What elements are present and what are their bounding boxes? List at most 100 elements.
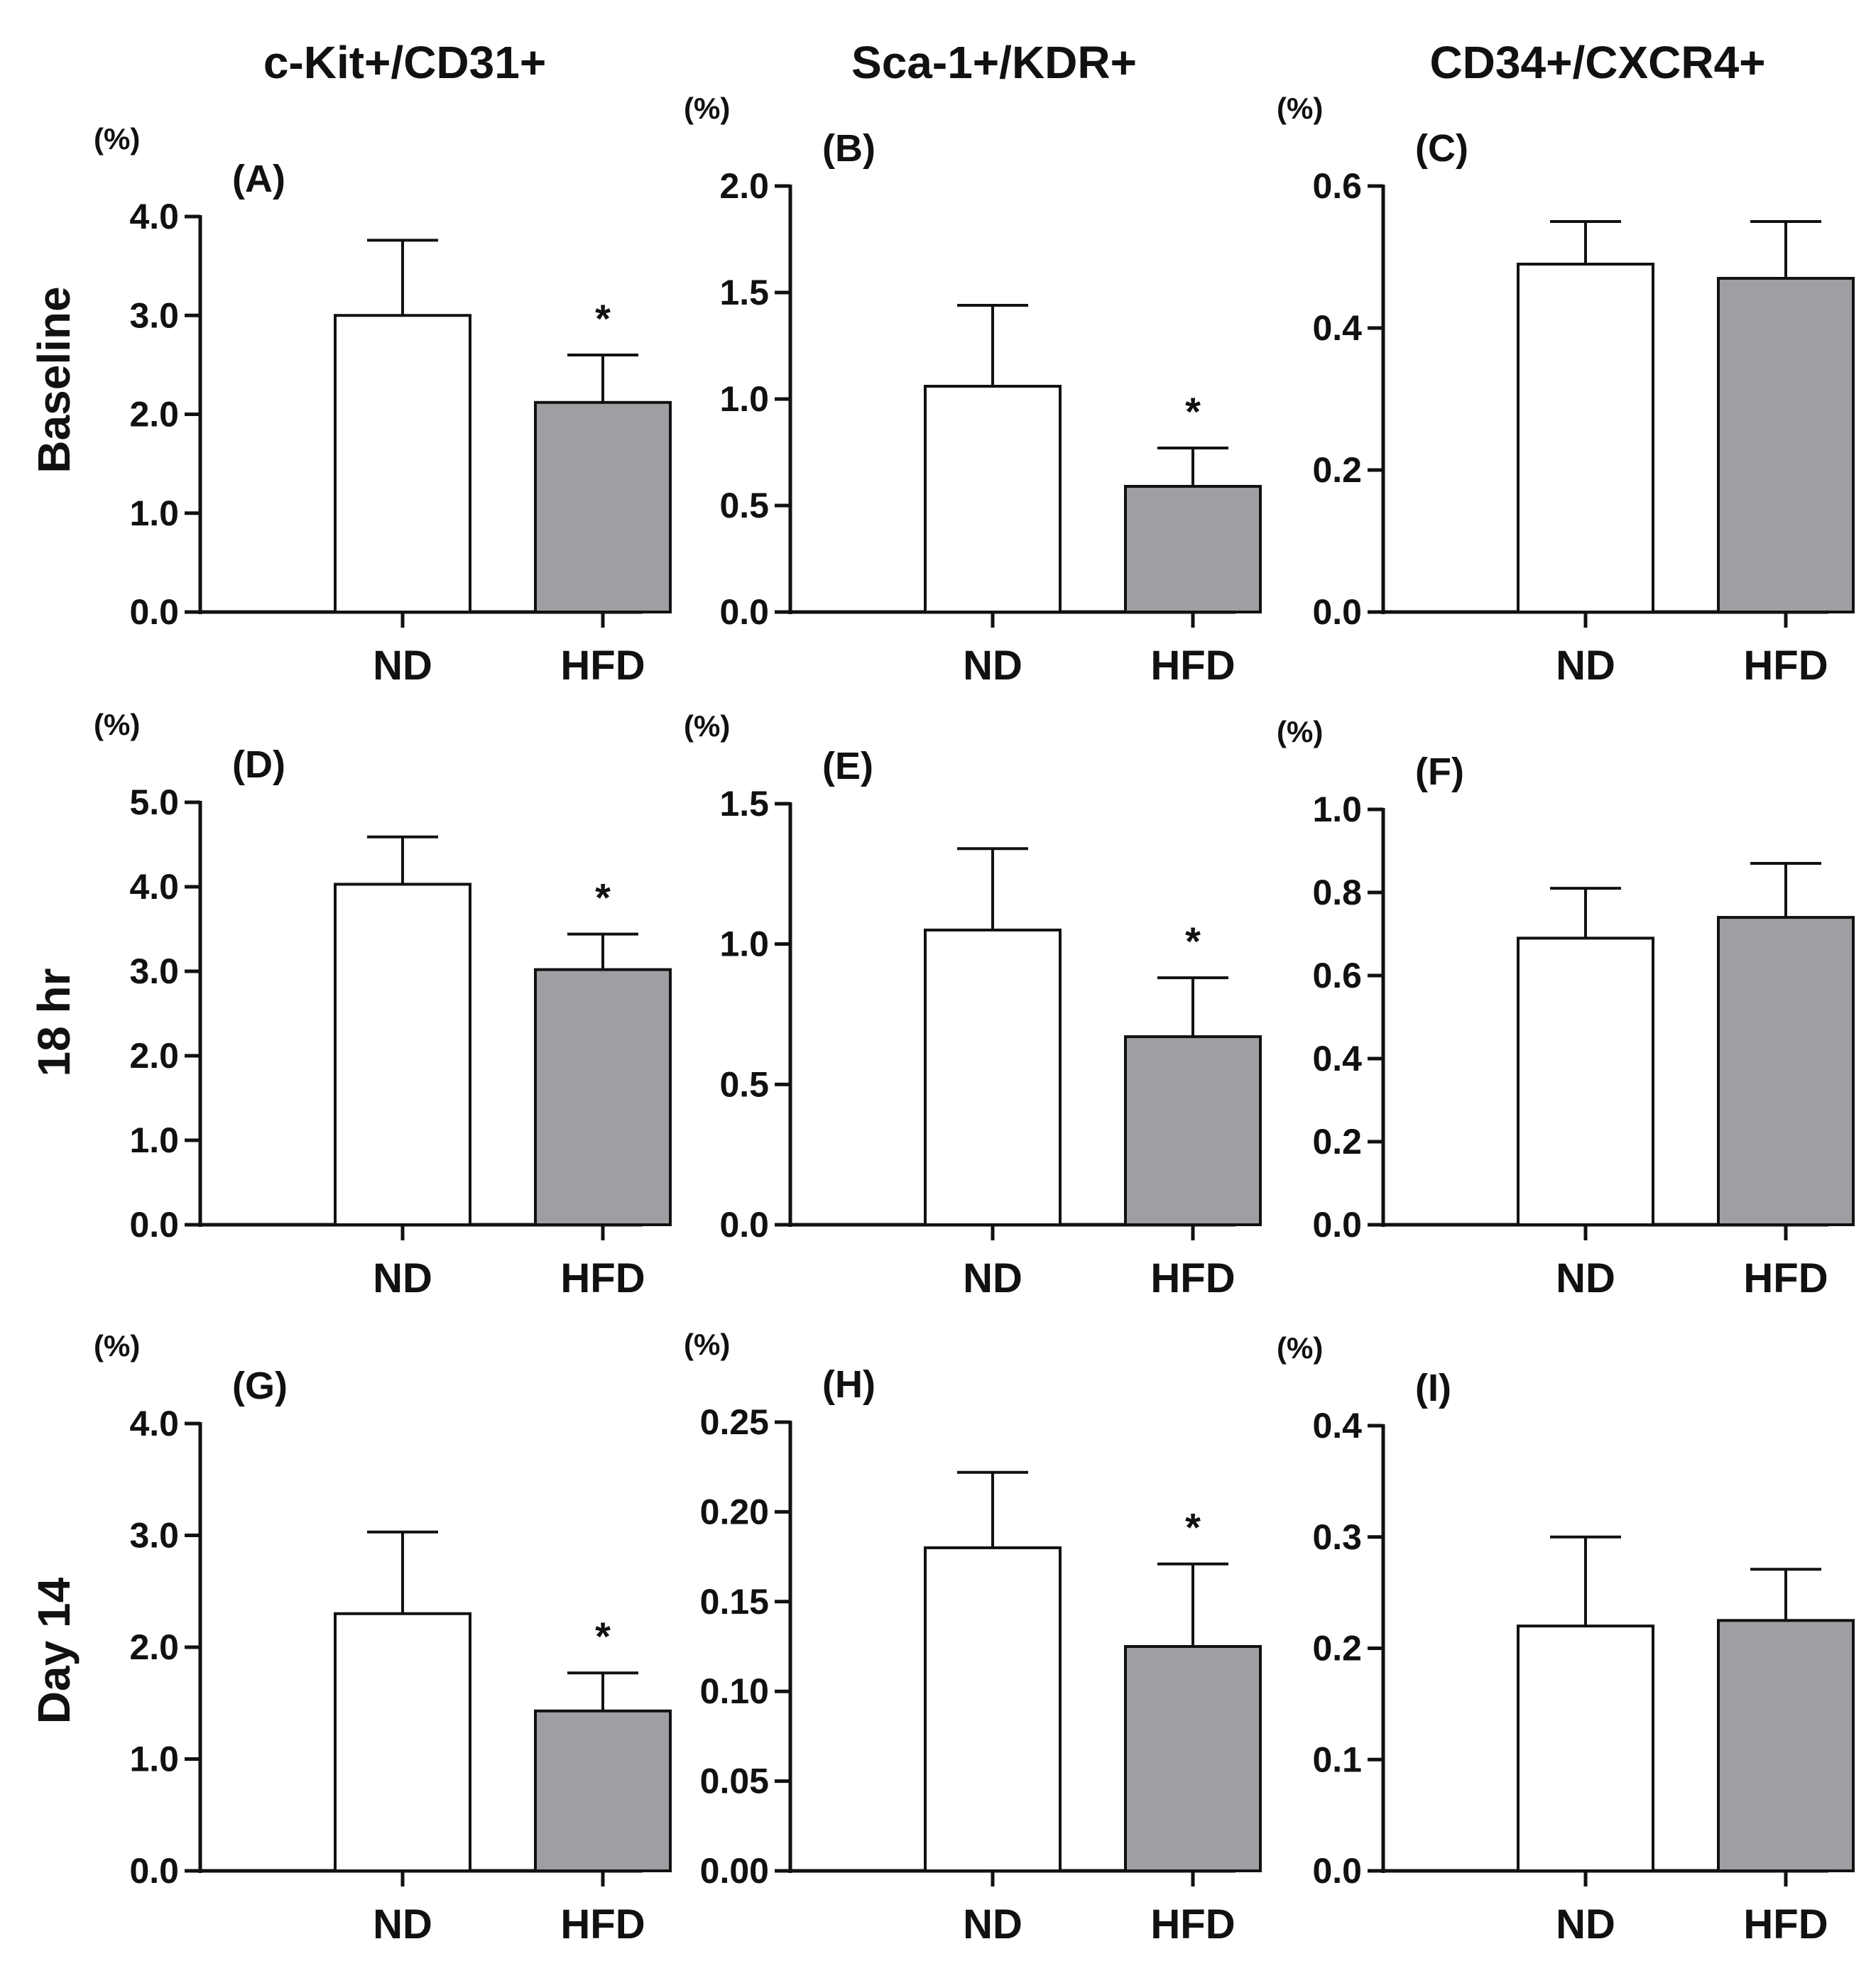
bar-nd (1517, 263, 1654, 613)
y-tick-label: 0.05 (700, 1762, 769, 1801)
chart-panel: (%) (E) 0.0 0.5 1.0 1.5 ND HFD * (684, 709, 1262, 1301)
x-category-label: ND (373, 643, 432, 689)
bar-hfd (1124, 485, 1262, 613)
unit-label: (%) (684, 1328, 730, 1361)
y-tick-label: 0.6 (1312, 956, 1362, 995)
bar-nd (924, 928, 1062, 1227)
y-tick-label: 1.0 (129, 493, 179, 533)
panel-label: (H) (822, 1363, 876, 1406)
bar-nd (1517, 1624, 1654, 1872)
x-category-label: HFD (1743, 643, 1828, 689)
y-tick-label: 0.4 (1312, 308, 1362, 348)
y-tick-label: 0.4 (1312, 1039, 1362, 1078)
y-tick-label: 1.0 (719, 379, 769, 419)
y-tick-label: 4.0 (129, 197, 179, 236)
bar-hfd (1124, 1035, 1262, 1227)
unit-label: (%) (1277, 715, 1323, 748)
y-tick-label: 4.0 (129, 867, 179, 907)
unit-label: (%) (94, 1329, 140, 1362)
panel-label: (E) (822, 745, 873, 787)
chart-panel: (%) (I) 0.0 0.1 0.2 0.3 0.4 ND HFD (1277, 1331, 1855, 1948)
x-category-label: HFD (1743, 1901, 1828, 1948)
y-tick-label: 0.3 (1312, 1517, 1362, 1557)
y-tick-label: 3.0 (129, 1516, 179, 1556)
y-tick-label: 1.5 (719, 273, 769, 312)
bar-nd (334, 314, 471, 613)
x-category-label: ND (963, 643, 1022, 689)
unit-label: (%) (684, 92, 730, 125)
bar-hfd (534, 400, 672, 613)
bar-hfd (534, 1709, 672, 1872)
significance-marker: * (595, 875, 611, 920)
significance-marker: * (595, 1614, 611, 1659)
bar-nd (924, 1546, 1062, 1872)
x-category-label: ND (1556, 643, 1615, 689)
bar-hfd (1717, 1619, 1855, 1872)
y-tick-label: 3.0 (129, 951, 179, 991)
y-tick-label: 0.0 (1312, 592, 1362, 632)
x-category-label: ND (963, 1255, 1022, 1301)
y-tick-label: 3.0 (129, 295, 179, 335)
significance-marker: * (595, 296, 611, 341)
panel-label: (C) (1415, 127, 1468, 170)
column-title: CD34+/CXCR4+ (1429, 37, 1765, 88)
unit-label: (%) (684, 709, 730, 743)
bar-hfd (1717, 916, 1855, 1226)
x-category-label: ND (1556, 1255, 1615, 1301)
y-tick-label: 0.0 (719, 1205, 769, 1245)
y-tick-label: 0.00 (700, 1851, 769, 1891)
x-category-label: HFD (1150, 1901, 1235, 1948)
bar-nd (334, 883, 471, 1227)
y-tick-label: 0.4 (1312, 1406, 1362, 1446)
y-tick-label: 1.0 (1312, 790, 1362, 829)
chart-panel: (%) (B) 0.0 0.5 1.0 1.5 2.0 ND HFD * (684, 92, 1262, 689)
y-tick-label: 0.6 (1312, 166, 1362, 206)
y-tick-label: 0.0 (129, 1851, 179, 1891)
column-title: Sca-1+/KDR+ (851, 37, 1137, 88)
x-category-label: HFD (1150, 643, 1235, 689)
panel-label: (A) (232, 158, 285, 200)
x-category-label: ND (373, 1901, 432, 1948)
y-tick-label: 0.1 (1312, 1740, 1362, 1779)
panel-label: (I) (1415, 1367, 1451, 1409)
y-tick-label: 0.25 (700, 1402, 769, 1442)
y-tick-label: 0.10 (700, 1671, 769, 1711)
x-category-label: HFD (560, 1901, 645, 1948)
y-tick-label: 0.0 (1312, 1851, 1362, 1891)
bar-nd (924, 385, 1062, 613)
y-tick-label: 0.0 (1312, 1205, 1362, 1245)
y-tick-label: 1.0 (129, 1120, 179, 1160)
unit-label: (%) (94, 708, 140, 741)
y-tick-label: 5.0 (129, 782, 179, 822)
bar-hfd (1717, 277, 1855, 613)
y-tick-label: 0.2 (1312, 1629, 1362, 1668)
y-tick-label: 0.0 (129, 592, 179, 632)
y-tick-label: 1.0 (719, 924, 769, 964)
chart-panel: (%) (G) 0.0 1.0 2.0 3.0 4.0 ND HFD * (94, 1329, 672, 1948)
row-title: Day 14 (28, 1577, 80, 1724)
y-tick-label: 2.0 (129, 1036, 179, 1076)
y-tick-label: 0.2 (1312, 1122, 1362, 1162)
significance-marker: * (1185, 389, 1201, 434)
y-tick-label: 1.0 (129, 1740, 179, 1779)
panel-label: (G) (232, 1365, 288, 1407)
chart-panel: (%) (C) 0.0 0.2 0.4 0.6 ND HFD (1277, 92, 1855, 689)
y-tick-label: 2.0 (719, 166, 769, 206)
unit-label: (%) (1277, 1331, 1323, 1365)
x-category-label: HFD (1743, 1255, 1828, 1301)
y-tick-label: 0.8 (1312, 873, 1362, 912)
y-tick-label: 0.2 (1312, 450, 1362, 490)
chart-panel: (%) (A) 0.0 1.0 2.0 3.0 4.0 ND HFD * (94, 122, 672, 689)
row-title: Baseline (28, 286, 80, 473)
x-category-label: ND (373, 1255, 432, 1301)
y-tick-label: 1.5 (719, 784, 769, 824)
chart-panel: (%) (H) 0.00 0.05 0.10 0.15 0.20 0.25 ND HFD * (684, 1328, 1262, 1948)
significance-marker: * (1185, 919, 1201, 963)
y-tick-label: 0.0 (129, 1205, 179, 1245)
y-tick-label: 4.0 (129, 1404, 179, 1443)
y-tick-label: 0.15 (700, 1582, 769, 1622)
y-tick-label: 2.0 (129, 395, 179, 435)
y-tick-label: 0.20 (700, 1492, 769, 1531)
unit-label: (%) (1277, 92, 1323, 125)
